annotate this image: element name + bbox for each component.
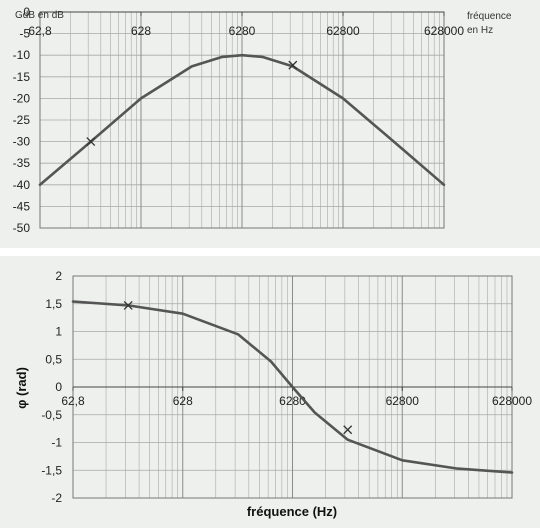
gain-data-point [39, 183, 41, 186]
phase-chart-x-ticks: 62,8 628 6280 62800 628000 [61, 386, 532, 408]
phase-cross-marker [343, 425, 353, 435]
phase-data-point [72, 300, 74, 303]
phase-y-tick-label: 0 [55, 380, 62, 394]
gain-data-point [443, 183, 445, 186]
phase-data-point [346, 438, 349, 441]
phase-chart-background [0, 256, 540, 528]
phase-x-tick-label: 628000 [492, 394, 532, 408]
phase-cross-marker [123, 300, 133, 310]
gain-cross-marker [288, 60, 298, 70]
phase-data-point [237, 333, 239, 336]
gain-y-tick-label: -10 [13, 48, 31, 62]
gain-data-point [221, 56, 224, 58]
phase-cross-marker-stroke [123, 300, 133, 310]
gain-y-tick-label: -5 [19, 27, 30, 41]
gain-chart: 0-5-10-15-20-25-30-35-40-45-50 62,8 628 62… [0, 0, 540, 248]
phase-data-point [270, 360, 272, 363]
phase-cross-marker-stroke [343, 425, 353, 435]
gain-cross-marker-stroke [288, 60, 298, 70]
gain-y-tick-label: -35 [13, 156, 31, 170]
phase-chart-major-grid [72, 275, 513, 499]
phase-y-tick-label: 0,5 [45, 352, 62, 366]
phase-chart-markers [123, 300, 353, 435]
gain-x-tick-label: 628000 [424, 24, 464, 38]
phase-chart-y-ticks: 2 1,5 1 0,5 0 -0,5 -1 -1,5 -2 [41, 269, 62, 505]
gain-chart-series [38, 53, 446, 187]
gain-data-point [241, 54, 243, 57]
phase-y-tick-label: -2 [51, 491, 62, 505]
phase-y-tick-label: 1 [55, 325, 62, 339]
phase-x-tick-label: 62,8 [61, 394, 85, 408]
gain-y-tick-label: -40 [13, 178, 31, 192]
gain-data-point [342, 97, 344, 100]
phase-data-point [181, 312, 184, 315]
phase-x-tick-label: 6280 [279, 394, 306, 408]
gain-cross-marker [86, 137, 96, 147]
gain-y-tick-label: -25 [13, 113, 31, 127]
gain-x-tick-label: 62800 [326, 24, 360, 38]
gain-chart-y-ticks: 0 -5 -10 -15 -20 -25 -30 -35 -40 -45 -50 [13, 5, 31, 235]
gain-cross-marker-stroke [86, 137, 96, 147]
phase-x-tick-label: 62800 [386, 394, 420, 408]
gain-chart-markers [86, 60, 298, 147]
gain-data-point [190, 65, 193, 68]
phase-y-tick-label: 1,5 [45, 297, 62, 311]
gain-x-tick-label: 6280 [229, 24, 256, 38]
phase-chart: 21,510,50-0,5-1-1,5-2 62,8 628 6280 62800 62… [0, 256, 540, 528]
phase-data-point [511, 471, 513, 474]
phase-data-point [401, 459, 404, 462]
gain-y-tick-label: -20 [13, 91, 31, 105]
gain-data-point [140, 97, 142, 100]
gain-chart-x-axis-label-line1: fréquence [467, 11, 512, 22]
gain-y-tick-label: -50 [13, 221, 31, 235]
phase-chart-y-axis-label: φ (rad) [14, 367, 29, 409]
gain-y-tick-label: -30 [13, 135, 31, 149]
gain-y-tick-label: -15 [13, 70, 31, 84]
phase-data-point [313, 411, 316, 414]
gain-x-tick-label: 628 [131, 24, 151, 38]
gain-chart-x-axis-label-line2: en Hz [467, 25, 493, 36]
phase-chart-x-axis-label: fréquence (Hz) [247, 504, 337, 519]
phase-y-tick-label: -0,5 [41, 408, 62, 422]
phase-y-tick-label: 2 [55, 269, 62, 283]
gain-chart-x-ticks: 62,8 628 6280 62800 628000 [28, 11, 464, 38]
phase-y-tick-label: -1,5 [41, 463, 62, 477]
phase-x-tick-label: 628 [173, 394, 193, 408]
gain-chart-y-axis-label: GdB en dB [15, 10, 64, 21]
gain-x-tick-label: 62,8 [28, 24, 52, 38]
phase-data-point [456, 467, 459, 470]
gain-y-tick-label: 0 [23, 5, 30, 19]
gain-y-tick-label: -45 [13, 199, 31, 213]
gain-data-point [392, 140, 395, 143]
gain-data-point [261, 56, 264, 58]
phase-data-point [291, 386, 294, 388]
phase-y-tick-label: -1 [51, 436, 62, 450]
